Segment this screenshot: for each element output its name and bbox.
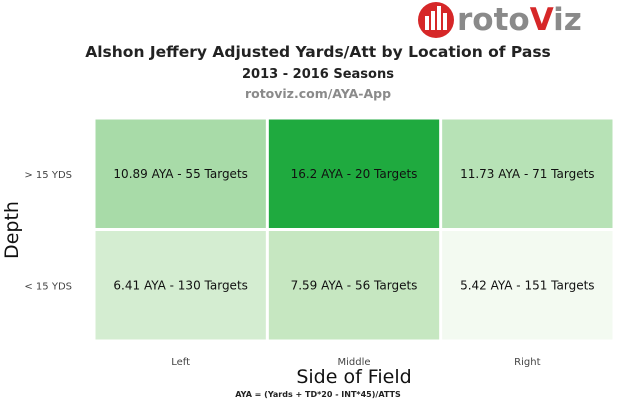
heatmap-cell	[95, 231, 266, 340]
x-tick-label: Middle	[337, 357, 370, 368]
cell-value-label: 5.42 AYA - 151 Targets	[460, 278, 594, 292]
y-tick-label: < 15 YDS	[24, 281, 72, 292]
heatmap-cell	[442, 119, 613, 228]
logo-bar-icon	[418, 2, 454, 38]
heatmap-cell	[95, 119, 266, 228]
svg-text:rotoViz: rotoViz	[457, 2, 582, 38]
formula-footnote: AYA = (Yards + TD*20 - INT*45)/ATTS	[235, 390, 401, 399]
x-axis-label: Side of Field	[296, 366, 411, 388]
cell-value-label: 10.89 AYA - 55 Targets	[113, 167, 247, 181]
logo-text-v: V	[530, 2, 554, 38]
cell-value-label: 7.59 AYA - 56 Targets	[291, 278, 418, 292]
logo-text-roto: roto	[457, 2, 530, 38]
chart-title: Alshon Jeffery Adjusted Yards/Att by Loc…	[85, 43, 551, 61]
cell-value-label: 6.41 AYA - 130 Targets	[113, 278, 247, 292]
y-tick-label: > 15 YDS	[24, 170, 72, 181]
y-axis-label: Depth	[1, 201, 23, 259]
x-tick-label: Left	[171, 357, 190, 368]
axis-tick-labels: Left Middle Right > 15 YDS < 15 YDS	[24, 170, 540, 368]
x-tick-label: Right	[514, 357, 540, 368]
logo-text-iz: iz	[553, 2, 582, 38]
heatmap-cell	[442, 231, 613, 340]
chart-source: rotoviz.com/AYA-App	[245, 86, 391, 101]
chart-subtitle: 2013 - 2016 Seasons	[242, 67, 394, 82]
heatmap-cell	[268, 119, 440, 228]
cell-value-label: 11.73 AYA - 71 Targets	[460, 167, 594, 181]
heatmap-cell	[268, 231, 440, 340]
rotoviz-logo: rotoViz	[418, 2, 582, 38]
heatmap-cells: 10.89 AYA - 55 Targets 16.2 AYA - 20 Targ…	[95, 119, 613, 340]
cell-value-label: 16.2 AYA - 20 Targets	[291, 167, 418, 181]
